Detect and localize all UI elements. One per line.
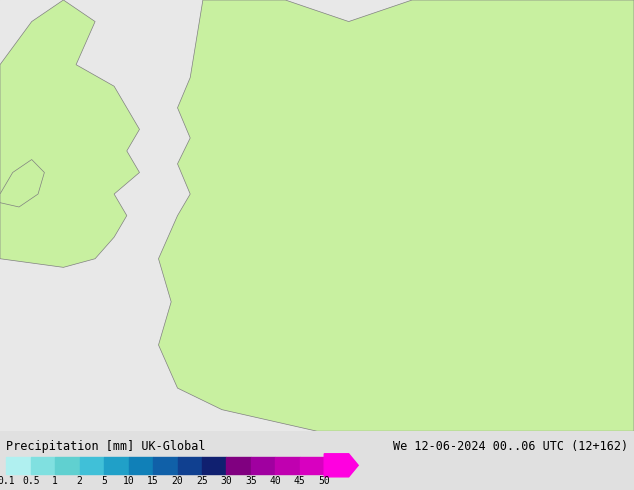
Bar <box>104 457 129 473</box>
Text: 2: 2 <box>77 476 82 487</box>
Text: 15: 15 <box>147 476 159 487</box>
Bar <box>153 457 178 473</box>
Bar <box>129 457 153 473</box>
Bar <box>55 457 80 473</box>
Text: 1: 1 <box>53 476 58 487</box>
Polygon shape <box>0 160 44 207</box>
Text: We 12-06-2024 00..06 UTC (12+162): We 12-06-2024 00..06 UTC (12+162) <box>392 440 628 453</box>
FancyArrow shape <box>324 454 358 477</box>
Text: 30: 30 <box>221 476 232 487</box>
Text: 40: 40 <box>269 476 281 487</box>
Text: 5: 5 <box>101 476 107 487</box>
Bar <box>226 457 251 473</box>
Bar <box>178 457 202 473</box>
Text: 10: 10 <box>123 476 134 487</box>
Bar <box>202 457 226 473</box>
Bar <box>6 457 31 473</box>
Bar <box>275 457 300 473</box>
Text: Precipitation [mm] UK-Global: Precipitation [mm] UK-Global <box>6 440 206 453</box>
Text: 35: 35 <box>245 476 257 487</box>
Bar <box>80 457 104 473</box>
Bar <box>300 457 324 473</box>
Polygon shape <box>0 0 139 268</box>
Bar <box>31 457 55 473</box>
Text: 0.1: 0.1 <box>0 476 15 487</box>
Text: 20: 20 <box>172 476 183 487</box>
Text: 25: 25 <box>196 476 208 487</box>
Polygon shape <box>158 0 634 431</box>
Bar <box>324 457 349 473</box>
Bar <box>251 457 275 473</box>
Text: 0.5: 0.5 <box>22 476 39 487</box>
Text: 45: 45 <box>294 476 306 487</box>
Text: 50: 50 <box>318 476 330 487</box>
